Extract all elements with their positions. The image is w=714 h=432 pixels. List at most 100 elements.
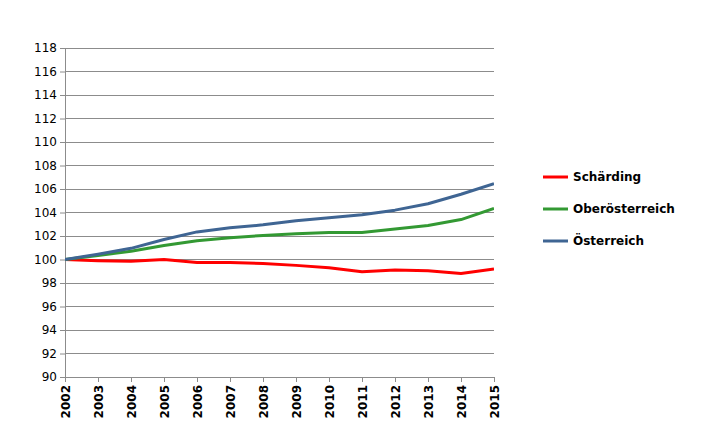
grid-line [65, 353, 494, 354]
y-tick: 106 [34, 182, 65, 196]
plot: 90 92 94 96 98 100 102 104 106 108 110 112 114 116 118… [34, 41, 502, 418]
y-tick: 104 [34, 206, 65, 220]
legend: Schärding Oberösterreich Österreich [543, 170, 675, 248]
y-tick-label: 112 [34, 112, 57, 126]
x-tick-label: 2002 [59, 385, 73, 418]
x-tick: 2002 [59, 377, 73, 418]
legend-swatch [543, 240, 568, 243]
x-tick-label: 2012 [389, 385, 403, 418]
y-tick-mark [60, 213, 65, 214]
y-tick-label: 102 [34, 229, 57, 243]
series-line [65, 260, 494, 274]
x-tick-mark [395, 377, 396, 382]
y-tick-mark [60, 307, 65, 308]
grid-line [65, 165, 494, 166]
y-tick-label: 116 [34, 65, 57, 79]
legend-item: Schärding [543, 170, 641, 184]
x-tick: 2009 [290, 377, 304, 418]
y-tick: 94 [42, 323, 65, 337]
x-tick-mark [65, 377, 66, 382]
y-tick: 98 [42, 276, 65, 290]
x-tick-label: 2007 [224, 385, 238, 418]
y-tick-label: 110 [34, 135, 57, 149]
x-tick-mark [461, 377, 462, 382]
legend-label: Oberösterreich [573, 202, 675, 216]
lines [65, 184, 494, 274]
y-tick-mark [60, 283, 65, 284]
y-tick: 90 [42, 370, 65, 384]
x-tick-mark [131, 377, 132, 382]
grid [65, 48, 494, 377]
grid-line [65, 48, 494, 49]
x-tick-label: 2013 [422, 385, 436, 418]
grid-line [65, 330, 494, 331]
x-axis-line [66, 378, 495, 383]
legend-swatch [543, 208, 568, 211]
y-tick: 92 [42, 347, 65, 361]
legend-item: Österreich [543, 233, 644, 248]
y-tick: 118 [34, 41, 65, 55]
y-tick-label: 108 [34, 159, 57, 173]
grid-line [65, 95, 494, 96]
y-tick: 100 [34, 253, 65, 267]
y-tick: 112 [34, 112, 65, 126]
x-tick: 2013 [422, 377, 436, 418]
grid-line [65, 71, 494, 72]
x-tick: 2014 [455, 377, 469, 418]
x-tick-label: 2006 [191, 385, 205, 418]
x-tick: 2015 [488, 377, 502, 418]
y-tick-label: 118 [34, 41, 57, 55]
legend-item: Oberösterreich [543, 202, 675, 216]
series-line [65, 184, 494, 260]
x-tick-mark [494, 377, 495, 382]
x-tick-mark [230, 377, 231, 382]
y-tick-label: 106 [34, 182, 57, 196]
grid-line [65, 212, 494, 213]
y-tick-label: 98 [42, 276, 57, 290]
x-tick: 2011 [356, 377, 370, 418]
x-tick-label: 2005 [158, 385, 172, 418]
y-tick-label: 90 [42, 370, 57, 384]
y-tick-mark [60, 142, 65, 143]
x-tick-mark [164, 377, 165, 382]
x-tick-mark [428, 377, 429, 382]
x-axis: 2002200320042005200620072008200920102011… [59, 377, 502, 418]
x-tick-label: 2011 [356, 385, 370, 418]
y-tick-label: 104 [34, 206, 57, 220]
y-tick: 114 [34, 88, 65, 102]
grid-line [65, 189, 494, 190]
y-tick-mark [60, 72, 65, 73]
x-tick: 2006 [191, 377, 205, 418]
y-axis: 90 92 94 96 98 100 102 104 106 108 110 112 114 116 118 [34, 41, 65, 384]
y-tick-mark [60, 166, 65, 167]
y-tick-mark [60, 260, 65, 261]
y-tick-mark [60, 330, 65, 331]
y-axis-line [60, 49, 66, 378]
x-tick-mark [362, 377, 363, 382]
x-tick-label: 2009 [290, 385, 304, 418]
x-tick-mark [296, 377, 297, 382]
grid-line [65, 142, 494, 143]
y-tick: 102 [34, 229, 65, 243]
grid-line [65, 283, 494, 284]
y-tick-label: 96 [42, 300, 57, 314]
y-tick-mark [60, 377, 65, 378]
y-tick-label: 100 [34, 253, 57, 267]
x-tick-mark [98, 377, 99, 382]
x-tick-label: 2008 [257, 385, 271, 418]
legend-label: Schärding [573, 170, 641, 184]
y-tick-label: 114 [34, 88, 57, 102]
chart: 90 92 94 96 98 100 102 104 106 108 110 112 114 116 118… [0, 0, 714, 432]
y-tick: 108 [34, 159, 65, 173]
y-tick-mark [60, 119, 65, 120]
x-tick: 2010 [323, 377, 337, 418]
x-tick-label: 2014 [455, 385, 469, 418]
x-tick: 2004 [125, 377, 139, 418]
x-tick-mark [263, 377, 264, 382]
legend-swatch [543, 176, 568, 179]
legend-label: Österreich [573, 233, 644, 248]
y-tick-mark [60, 189, 65, 190]
y-tick: 96 [42, 300, 65, 314]
y-tick-label: 92 [42, 347, 57, 361]
x-tick: 2005 [158, 377, 172, 418]
